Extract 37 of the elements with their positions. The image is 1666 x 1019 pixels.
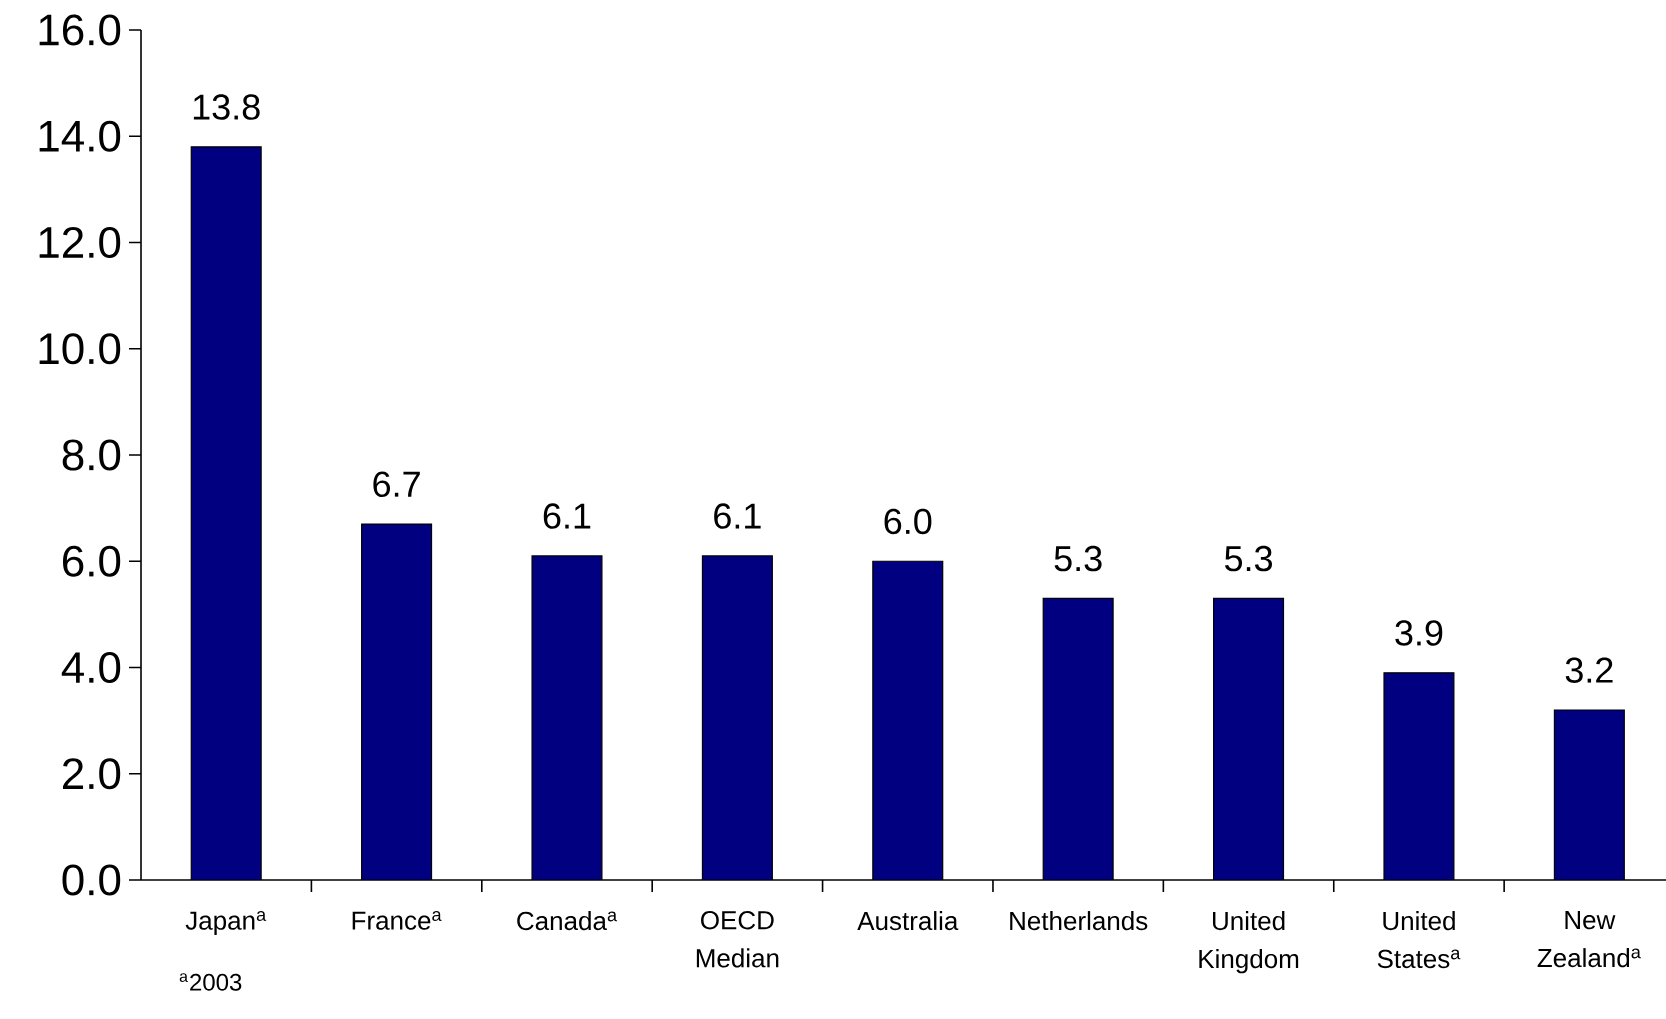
y-tick-label: 12.0: [39, 226, 121, 259]
bar: [361, 523, 433, 880]
data-label: 6.0: [884, 508, 932, 535]
data-label: 5.3: [1054, 545, 1102, 572]
y-tick-label: 10.0: [39, 333, 121, 365]
data-label: 3.2: [1565, 657, 1613, 683]
y-tick-label: 8.0: [62, 439, 121, 471]
y-tick-label: 14.0: [39, 120, 121, 152]
x-tick-label: OECD Median: [696, 911, 779, 968]
bar: [1213, 597, 1285, 880]
text: $^{a}$2003: [179, 973, 242, 991]
bar: [1383, 672, 1455, 880]
x-tick-label: New Zealand$^{a}$: [1537, 911, 1641, 968]
y-tick-label: 2.0: [63, 758, 121, 790]
bar: [531, 555, 603, 880]
y-tick-label: 0.0: [62, 864, 121, 896]
bar: [872, 560, 944, 880]
y-tick-label: 6.0: [63, 545, 121, 577]
data-label: 13.8: [193, 94, 260, 120]
bar: [701, 555, 773, 880]
data-label: 6.1: [714, 503, 761, 529]
data-label: 5.3: [1224, 545, 1272, 572]
data-label: 3.9: [1395, 620, 1443, 646]
y-tick-label: 4.0: [61, 651, 121, 684]
data-label: 6.1: [543, 503, 591, 529]
bar: [190, 146, 262, 880]
x-tick-label: Netherlands: [1010, 911, 1148, 931]
x-tick-label: Australia: [857, 911, 959, 931]
x-tick-label: United States$^{a}$: [1377, 911, 1461, 969]
data-label: 6.7: [373, 471, 420, 497]
x-tick-label: Canada$^{a}$: [517, 911, 618, 931]
x-tick-label: France$^{a}$: [352, 911, 442, 930]
x-tick-label: Japan$^{a}$: [185, 911, 267, 935]
bar: [1042, 597, 1114, 880]
bar: [1553, 709, 1625, 880]
x-tick-label: United Kingdom: [1199, 911, 1299, 974]
y-tick-label: 16.0: [39, 14, 121, 46]
